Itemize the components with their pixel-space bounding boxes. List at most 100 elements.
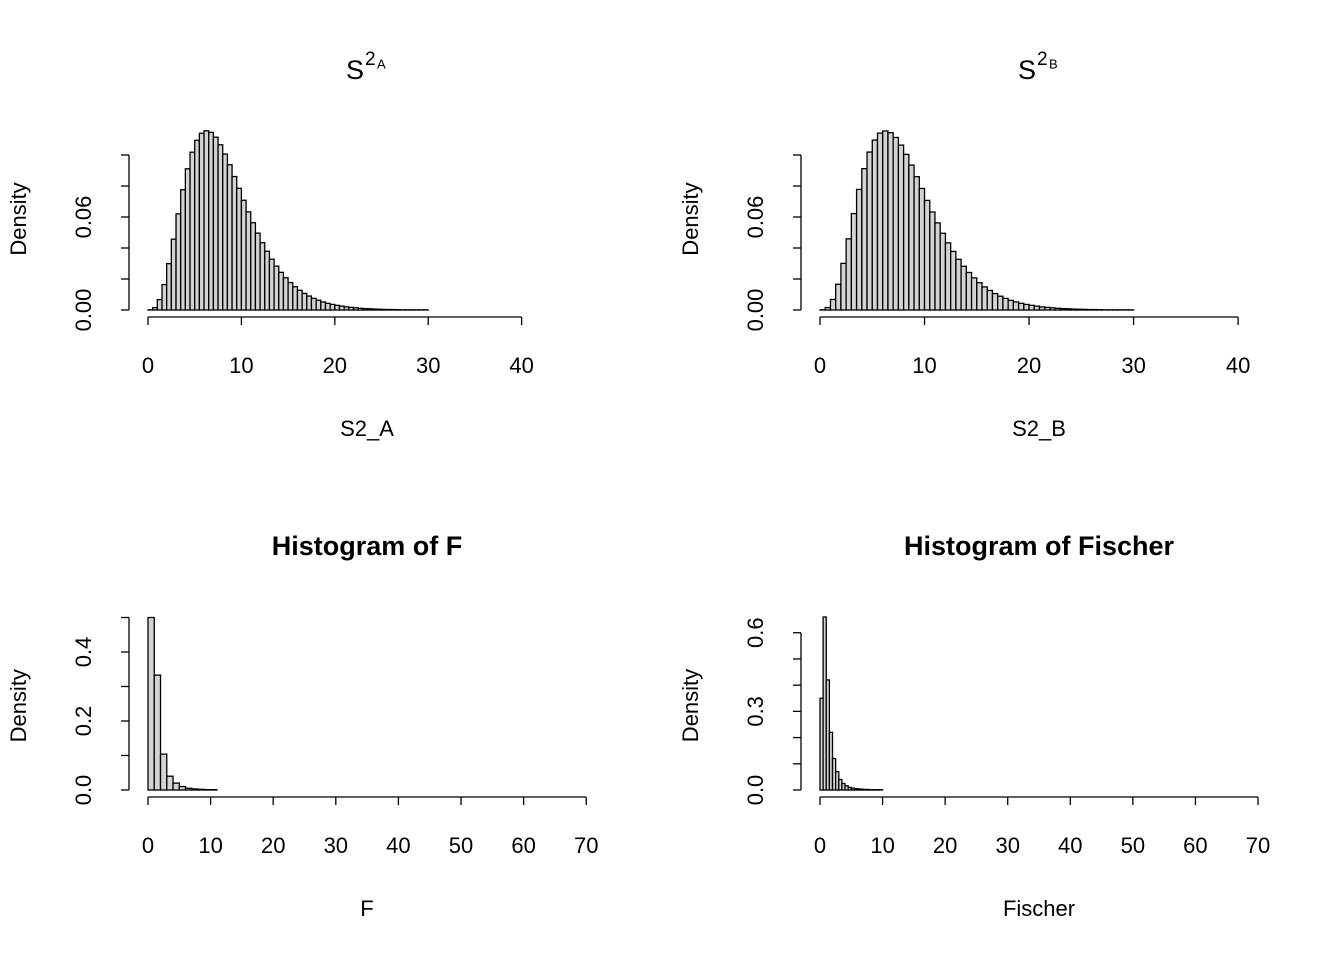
bar (835, 283, 842, 311)
bar (1028, 304, 1035, 311)
bar (950, 250, 957, 311)
y-tick-label: 0.3 (743, 696, 768, 727)
bar (338, 305, 345, 311)
bar (908, 164, 915, 311)
bar (997, 295, 1004, 311)
bar (380, 308, 387, 311)
bar (166, 263, 173, 311)
bar (315, 299, 322, 311)
y-axis-label: Density (678, 669, 703, 742)
bar (159, 753, 168, 791)
title-subscript: A (377, 56, 386, 71)
bar (236, 187, 243, 311)
y-tick-label: 0.00 (743, 289, 768, 332)
bar (1044, 306, 1051, 311)
bar (222, 153, 229, 311)
bar (981, 286, 988, 311)
x-tick-label: 0 (142, 353, 154, 378)
bar (250, 222, 257, 311)
y-tick-label: 0.4 (71, 637, 96, 668)
bar (191, 788, 199, 791)
bar (343, 306, 350, 311)
bar (226, 164, 233, 311)
bar (320, 301, 327, 311)
bar (161, 283, 168, 311)
bar (147, 616, 155, 791)
bar (840, 262, 847, 311)
x-tick-label: 40 (1058, 833, 1082, 858)
bar (376, 308, 383, 311)
bar (845, 238, 853, 311)
bar (918, 187, 926, 311)
bar (184, 168, 191, 311)
x-axis-label: F (360, 896, 373, 921)
bar (829, 298, 837, 311)
bar (871, 139, 879, 311)
bar (1033, 305, 1041, 311)
bar (939, 232, 947, 311)
bar (362, 307, 369, 311)
bar (217, 144, 224, 311)
bar (282, 277, 289, 311)
x-tick-label: 70 (574, 833, 598, 858)
y-tick-label: 0.06 (71, 196, 96, 239)
bar (1012, 301, 1020, 311)
bar (178, 785, 187, 791)
bar (273, 265, 280, 311)
bar (357, 307, 364, 311)
x-axis-label: Fischer (1003, 896, 1075, 921)
x-tick-label: 20 (261, 833, 285, 858)
bar (180, 189, 187, 311)
bar (292, 286, 299, 311)
bar (152, 307, 158, 311)
bar (986, 289, 994, 311)
bar (264, 250, 271, 311)
x-tick-label: 10 (229, 353, 253, 378)
bar (194, 139, 201, 311)
bar (352, 307, 359, 311)
x-tick-label: 40 (1226, 353, 1250, 378)
x-tick-label: 30 (1121, 353, 1145, 378)
bar (203, 130, 210, 311)
bar (929, 211, 936, 311)
bar (1038, 306, 1046, 311)
bar (887, 132, 894, 311)
bar (231, 175, 238, 311)
chart-title: Histogram of F (272, 531, 463, 561)
x-tick-label: 10 (870, 833, 894, 858)
bar (892, 136, 900, 311)
bar (855, 188, 863, 311)
bar (172, 782, 180, 791)
bar (197, 788, 205, 791)
bar (296, 289, 303, 311)
x-tick-label: 40 (509, 353, 533, 378)
bar (254, 232, 261, 311)
x-tick-label: 0 (814, 833, 826, 858)
bar (944, 242, 952, 311)
y-axis-label: Density (6, 182, 31, 255)
bar (970, 277, 978, 311)
bar (184, 787, 193, 791)
bar (824, 306, 832, 311)
y-tick-label: 0.6 (743, 617, 768, 648)
bar (1054, 307, 1062, 311)
bar (189, 151, 196, 311)
x-tick-label: 60 (1183, 833, 1207, 858)
bar (1075, 308, 1082, 311)
x-tick-label: 30 (995, 833, 1019, 858)
x-tick-label: 20 (1017, 353, 1041, 378)
chart-title: Histogram of Fischer (904, 531, 1175, 561)
bar (923, 199, 931, 311)
bar (1070, 308, 1077, 311)
bar (324, 302, 331, 311)
bar (240, 199, 247, 311)
x-tick-label: 0 (142, 833, 154, 858)
chart-title: S (1018, 55, 1036, 85)
x-axis-label: S2_B (1012, 416, 1066, 441)
x-tick-label: 10 (198, 833, 222, 858)
y-tick-label: 0.00 (71, 289, 96, 332)
bar (329, 303, 336, 311)
bar (310, 297, 317, 311)
bar (960, 265, 967, 311)
